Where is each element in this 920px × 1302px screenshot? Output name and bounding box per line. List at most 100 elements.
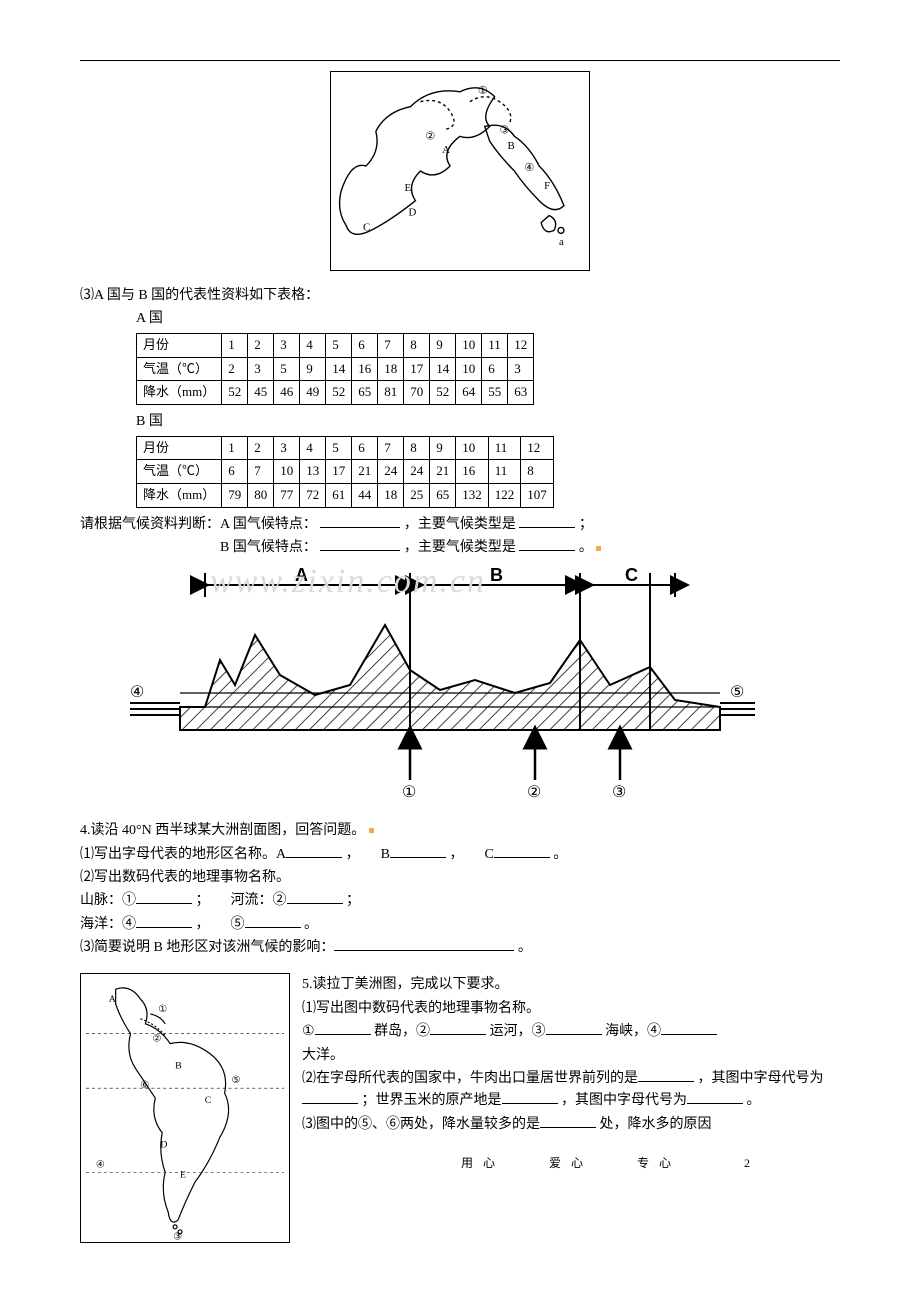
table-cell: 21: [430, 460, 456, 484]
blank-b-feature[interactable]: [320, 537, 400, 551]
blank-q5-rain[interactable]: [540, 1114, 596, 1128]
blank-q4-b[interactable]: [390, 844, 446, 858]
table-cell: 9: [300, 357, 326, 381]
q5-l1: ⑴写出图中数码代表的地理事物名称。: [302, 998, 840, 1020]
q5-l3d: ，其图中字母代号为: [561, 1093, 687, 1108]
q5-l3e: 。: [747, 1093, 761, 1108]
blank-q5-2[interactable]: [430, 1021, 486, 1035]
table-cell: 18: [378, 484, 404, 508]
q3-judge-line1: 请根据气候资料判断：A 国气候特点： ，主要气候类型是 ；: [80, 514, 840, 536]
svg-text:①: ①: [158, 1004, 167, 1015]
svg-text:③: ③: [500, 124, 510, 136]
europe-map-svg: ① ② A ③ B ④ F E D C a: [331, 72, 589, 270]
europe-map-box: ① ② A ③ B ④ F E D C a: [330, 71, 590, 271]
blank-a-type[interactable]: [519, 514, 575, 528]
q4-l5-end: 。: [518, 940, 532, 955]
table-cell: 1: [222, 436, 248, 460]
table-cell: 6: [482, 357, 508, 381]
blank-q4-o4[interactable]: [136, 914, 192, 928]
q3-j2-pre: B 国气候特点：: [220, 540, 317, 555]
q4-l2: ⑵写出数码代表的地理事物名称。: [80, 867, 840, 889]
q4-title: 4.读沿 40°N 西半球某大洲剖面图，回答问题。: [80, 820, 840, 842]
q5-l2c: 运河，③: [490, 1024, 546, 1039]
table-cell: 气温（℃）: [137, 460, 222, 484]
table-cell: 16: [352, 357, 378, 381]
table-cell: 11: [488, 460, 521, 484]
q4-l4-a: 海洋：④: [80, 917, 136, 932]
table-cell: 81: [378, 381, 404, 405]
blank-q4-r2[interactable]: [287, 890, 343, 904]
blank-q5-beef[interactable]: [638, 1068, 694, 1082]
q5-title: 5.读拉丁美洲图，完成以下要求。: [302, 974, 840, 996]
blank-q5-4[interactable]: [661, 1021, 717, 1035]
svg-text:C: C: [205, 1096, 212, 1107]
table-cell: 降水（mm）: [137, 484, 222, 508]
q3-judge-line2: B 国气候特点： ，主要气候类型是 。: [80, 537, 840, 559]
blank-q5-beef-code[interactable]: [302, 1090, 358, 1104]
blank-b-type[interactable]: [519, 537, 575, 551]
table-cell: 65: [352, 381, 378, 405]
table-cell: 25: [404, 484, 430, 508]
q5-l3a: ⑵在字母所代表的国家中，牛肉出口量居世界前列的是: [302, 1071, 638, 1086]
table-cell: 8: [404, 333, 430, 357]
blank-q5-3[interactable]: [546, 1021, 602, 1035]
q5-text: 5.读拉丁美洲图，完成以下要求。 ⑴写出图中数码代表的地理事物名称。 ① 群岛，…: [302, 973, 840, 1173]
svg-text:④: ④: [130, 684, 144, 701]
table-cell: 122: [488, 484, 521, 508]
svg-text:A: A: [442, 144, 450, 156]
blank-q4-c[interactable]: [494, 844, 550, 858]
table-cell: 14: [430, 357, 456, 381]
blank-q5-corn-code[interactable]: [687, 1090, 743, 1104]
q5-l2a: ①: [302, 1024, 315, 1039]
blank-a-feature[interactable]: [320, 514, 400, 528]
table-cell: 10: [274, 460, 300, 484]
table-cell: 77: [274, 484, 300, 508]
q4-l3-b: ； 河流：②: [196, 893, 287, 908]
q5-l3b: ，其图中字母代号为: [698, 1071, 824, 1086]
table-cell: 降水（mm）: [137, 381, 222, 405]
q5-l4: ⑶图中的⑤、⑥两处，降水量较多的是 处，降水多的原因: [302, 1114, 840, 1136]
blank-q5-1[interactable]: [315, 1021, 371, 1035]
table-cell: 132: [456, 484, 489, 508]
cross-section-wrap: www.zixin.com.cn A B C: [80, 561, 840, 819]
table-cell: 7: [378, 436, 404, 460]
q5-l3: ⑵在字母所代表的国家中，牛肉出口量居世界前列的是 ，其图中字母代号为 ；世界玉米…: [302, 1068, 840, 1113]
table-cell: 6: [222, 460, 248, 484]
blank-q5-corn[interactable]: [502, 1090, 558, 1104]
table-cell: 5: [274, 357, 300, 381]
table-cell: 45: [248, 381, 274, 405]
table-b: 月份123456789101112气温（℃）671013172124242116…: [136, 436, 554, 508]
svg-text:⑤: ⑤: [730, 684, 744, 701]
q5-wrap: A ① ② B ⑥ C ⑤ D E ④ ③ 5.读拉丁美洲图，完成以下要求。 ⑴…: [80, 973, 840, 1243]
q5-l2e: 大洋。: [302, 1045, 840, 1067]
blank-q4-a[interactable]: [286, 844, 342, 858]
q4-l4-b: ， ⑤: [196, 917, 245, 932]
table-cell: 3: [508, 357, 534, 381]
table-cell: 9: [430, 333, 456, 357]
table-cell: 9: [430, 436, 456, 460]
table-cell: 11: [488, 436, 521, 460]
table-cell: 17: [326, 460, 352, 484]
table-cell: 70: [404, 381, 430, 405]
table-cell: 10: [456, 333, 482, 357]
top-rule: [80, 60, 840, 61]
table-cell: 12: [508, 333, 534, 357]
q4-l3-a: 山脉：①: [80, 893, 136, 908]
countryA-label: A 国: [80, 308, 840, 330]
blank-q4-o5[interactable]: [245, 914, 301, 928]
blank-q4-m1[interactable]: [136, 890, 192, 904]
table-cell: 3: [274, 436, 300, 460]
q4-l3-c: ；: [346, 893, 360, 908]
table-cell: 7: [378, 333, 404, 357]
q4-l1-pre: ⑴写出字母代表的地形区名称。A: [80, 847, 286, 862]
q4-l4: 海洋：④ ， ⑤ 。: [80, 914, 840, 936]
svg-text:②: ②: [425, 130, 435, 142]
svg-text:③: ③: [173, 1232, 182, 1242]
accent-dot-2: [369, 828, 374, 833]
q5-l2d: 海峡，④: [605, 1024, 661, 1039]
table-cell: 65: [430, 484, 456, 508]
table-cell: 4: [300, 436, 326, 460]
blank-q4-influence[interactable]: [334, 937, 514, 951]
table-cell: 3: [274, 333, 300, 357]
q4-l4-c: 。: [304, 917, 318, 932]
